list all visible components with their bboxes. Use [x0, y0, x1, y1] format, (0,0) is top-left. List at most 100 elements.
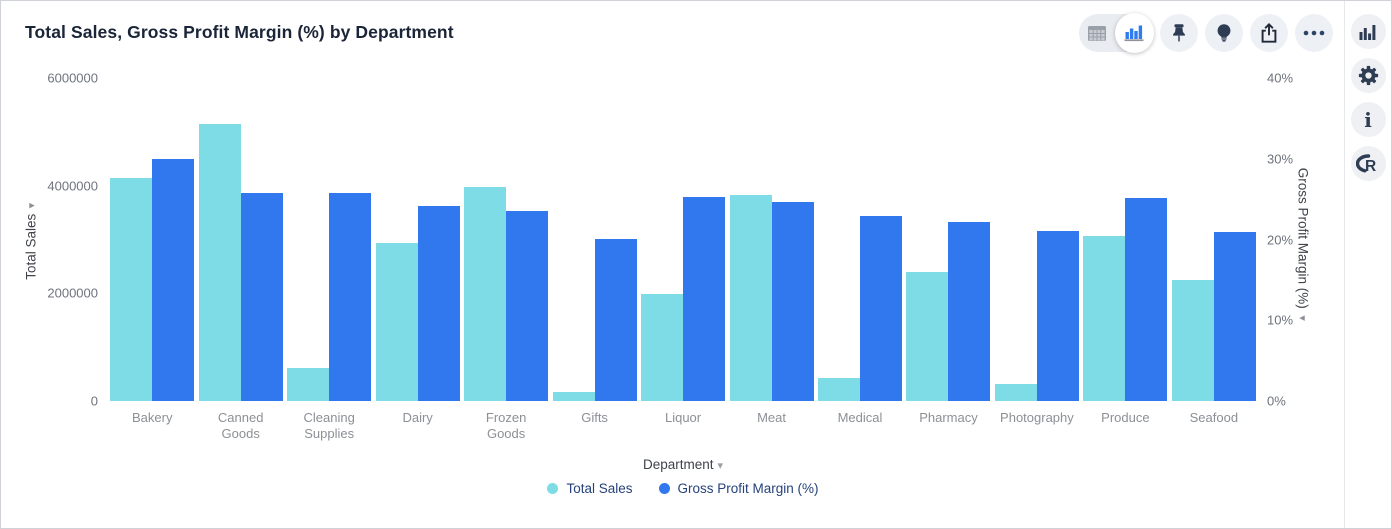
gross-profit-margin-bar[interactable]: [329, 193, 372, 401]
table-icon: [1087, 25, 1107, 42]
bar-pair: [1171, 78, 1256, 401]
x-tick-label: Meat: [757, 410, 786, 425]
view-toggle: [1079, 13, 1154, 53]
chart-title: Total Sales, Gross Profit Margin (%) by …: [25, 22, 454, 42]
total-sales-bar[interactable]: [198, 124, 241, 401]
bar-pair: [110, 78, 195, 401]
more-options-button[interactable]: [1295, 14, 1333, 52]
legend-label: Total Sales: [566, 481, 633, 496]
pin-button[interactable]: [1160, 14, 1198, 52]
bar-pair: [552, 78, 637, 401]
total-sales-bar[interactable]: [287, 367, 330, 401]
r-logo-icon: R: [1355, 153, 1381, 174]
axis-tick-label: 30%: [1267, 151, 1294, 167]
gross-profit-margin-bar[interactable]: [506, 211, 549, 401]
total-sales-bar[interactable]: [552, 391, 595, 401]
gross-profit-margin-bar[interactable]: [1213, 232, 1256, 401]
bar-group: Pharmacy: [904, 78, 992, 425]
x-tick-label: Bakery: [132, 410, 173, 425]
gross-profit-margin-bar[interactable]: [771, 201, 814, 401]
total-sales-bar[interactable]: [1171, 279, 1214, 401]
table-view-button[interactable]: [1079, 14, 1116, 52]
bar-group: Produce: [1081, 78, 1169, 425]
x-tick-label: Photography: [1000, 410, 1074, 425]
bar-group: Meat: [727, 78, 815, 425]
bar-pair: [464, 78, 549, 401]
left-axis-title-text: Total Sales: [23, 213, 39, 280]
gross-profit-margin-bar[interactable]: [240, 192, 283, 401]
share-icon: [1258, 22, 1280, 44]
info-icon: i: [1364, 107, 1372, 132]
x-tick-label: Dairy: [402, 410, 433, 425]
pin-icon: [1168, 22, 1190, 44]
bar-pair: [198, 78, 283, 401]
bar-group: Gifts: [550, 78, 638, 425]
bar-group: Medical: [816, 78, 904, 425]
total-sales-bar[interactable]: [641, 294, 684, 401]
insights-button[interactable]: [1205, 14, 1243, 52]
bar-group: Canned Goods: [196, 78, 284, 441]
total-sales-bar[interactable]: [729, 195, 772, 401]
legend-label: Gross Profit Margin (%): [677, 481, 819, 496]
bar-chart-icon: [1359, 24, 1377, 40]
lightbulb-icon: [1213, 22, 1235, 44]
axis-tick-label: 0: [90, 393, 98, 409]
axis-tick-label: 4000000: [47, 178, 98, 194]
chart-view-button[interactable]: [1114, 13, 1154, 53]
total-sales-bar[interactable]: [110, 178, 153, 401]
bar-groups: Bakery Canned Goods Cleaning Supplies Dairy…: [108, 78, 1258, 441]
x-tick-label: Seafood: [1189, 410, 1239, 425]
share-button[interactable]: [1250, 14, 1288, 52]
gross-profit-margin-bar[interactable]: [683, 196, 726, 401]
r-integration-button[interactable]: R: [1350, 146, 1386, 181]
axis-tick-label: 10%: [1267, 312, 1294, 328]
bar-group: Frozen Goods: [462, 78, 550, 441]
gross-profit-margin-bar[interactable]: [417, 206, 460, 401]
plot-area: 6000000 4000000 2000000 0 40% 30% 20% 10% 0% Ba…: [47, 71, 1293, 442]
bar-pair: [994, 78, 1079, 401]
total-sales-bar[interactable]: [994, 383, 1037, 401]
right-axis-title: Gross Profit Margin (%) ◂: [1296, 168, 1311, 325]
bar-group: Liquor: [639, 78, 727, 425]
bar-group: Dairy: [373, 78, 461, 425]
legend-swatch-icon: [547, 483, 559, 494]
settings-button[interactable]: [1350, 58, 1386, 93]
total-sales-bar[interactable]: [375, 243, 418, 401]
chevron-down-icon: ▾: [717, 460, 724, 472]
gross-profit-margin-bar[interactable]: [948, 221, 991, 401]
total-sales-bar[interactable]: [464, 187, 507, 401]
left-axis-sort-arrow-icon[interactable]: ▸: [29, 199, 35, 212]
bar-pair: [1083, 78, 1168, 401]
left-axis-title: Total Sales▸: [23, 199, 39, 280]
svg-text:R: R: [1365, 158, 1376, 174]
bar-group: Cleaning Supplies: [285, 78, 373, 441]
visualization-gallery-button[interactable]: [1350, 14, 1386, 49]
legend-swatch-icon: [658, 483, 670, 494]
x-tick-label: Cleaning Supplies: [303, 410, 355, 442]
x-tick-label: Liquor: [664, 410, 702, 425]
bar-pair: [641, 78, 726, 401]
bar-pair: [729, 78, 814, 401]
gross-profit-margin-bar[interactable]: [1125, 197, 1168, 401]
bar-pair: [906, 78, 991, 401]
legend-item[interactable]: Total Sales: [547, 481, 633, 496]
x-axis-title[interactable]: Department ▾: [108, 457, 1258, 472]
gross-profit-margin-bar[interactable]: [1036, 230, 1079, 401]
gross-profit-margin-bar[interactable]: [594, 238, 637, 401]
axis-tick-label: 40%: [1267, 70, 1294, 86]
bar-pair: [375, 78, 460, 401]
x-tick-label: Canned Goods: [217, 410, 264, 442]
total-sales-bar[interactable]: [1083, 236, 1126, 401]
total-sales-bar[interactable]: [906, 271, 949, 401]
info-button[interactable]: i: [1350, 102, 1386, 137]
total-sales-bar[interactable]: [817, 377, 860, 401]
bar-group: Photography: [993, 78, 1081, 425]
gross-profit-margin-bar[interactable]: [152, 158, 195, 401]
right-axis-sort-arrow-icon[interactable]: ◂: [1299, 312, 1305, 325]
chart-legend: Total Sales Gross Profit Margin (%): [108, 481, 1258, 496]
axis-tick-label: 6000000: [47, 70, 98, 86]
legend-item[interactable]: Gross Profit Margin (%): [658, 481, 819, 496]
x-axis-title-text: Department: [642, 457, 714, 472]
x-tick-label: Pharmacy: [919, 410, 978, 425]
gross-profit-margin-bar[interactable]: [859, 216, 902, 401]
